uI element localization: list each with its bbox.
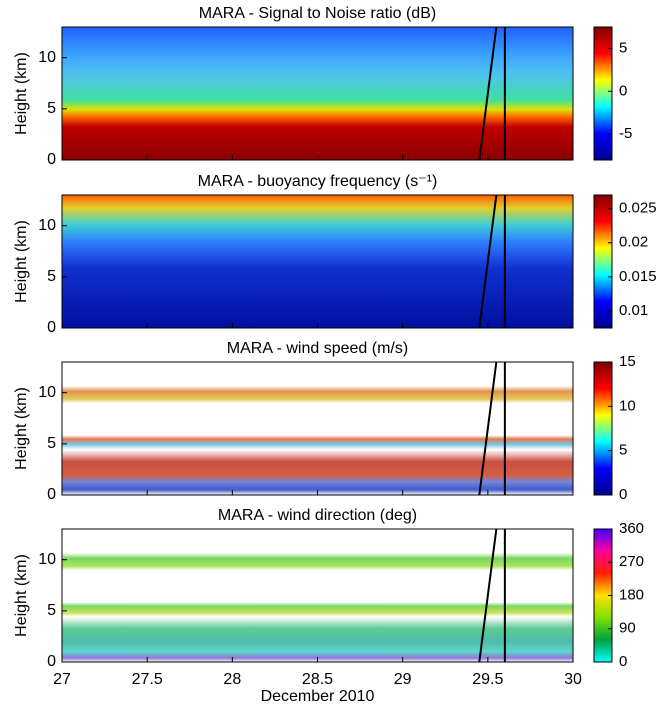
y-tick-label: 10 [38, 49, 56, 66]
colorbar-tick-label: 180 [619, 586, 644, 603]
colorbar-tick-label: 5 [619, 39, 627, 56]
y-tick-label: 0 [47, 653, 56, 670]
heatmap-field [62, 362, 573, 495]
colorbar-tick-label: 0.02 [619, 234, 648, 251]
colorbar-tick-label: 15 [619, 353, 636, 370]
y-tick-label: 0 [47, 151, 56, 168]
y-tick-label: 5 [47, 435, 56, 452]
heatmap-field [62, 529, 573, 662]
x-tick-label: 29 [394, 671, 412, 688]
x-tick-label: 28.5 [302, 671, 333, 688]
y-tick-label: 5 [47, 100, 56, 117]
y-tick-label: 10 [38, 551, 56, 568]
colorbar-tick-label: 0.01 [619, 302, 648, 319]
x-axis-label: December 2010 [261, 688, 375, 705]
x-tick-label: 30 [564, 671, 582, 688]
y-tick-label: 10 [38, 384, 56, 401]
colorbar-tick-label: 0 [619, 486, 627, 503]
colorbar-tick-label: 270 [619, 553, 644, 570]
y-tick-label: 0 [47, 319, 56, 336]
colorbar [593, 26, 613, 161]
colorbar-tick-label: 360 [619, 520, 644, 537]
colorbar-tick-label: 0 [619, 653, 627, 670]
trajectory [478, 194, 498, 329]
y-tick-label: 10 [38, 217, 56, 234]
panel-title: MARA - wind speed (m/s) [227, 340, 408, 357]
x-tick-label: 28 [223, 671, 241, 688]
colorbar [593, 361, 613, 496]
panel-title: MARA - buoyancy frequency (s⁻¹) [198, 173, 438, 190]
x-tick-label: 27 [53, 671, 71, 688]
trajectory [478, 26, 498, 161]
colorbar-tick-label: 10 [619, 397, 636, 414]
colorbar-tick-label: 90 [619, 620, 636, 637]
colorbar-tick-label: -5 [619, 125, 632, 142]
trajectory [478, 528, 498, 663]
heatmap-field [62, 195, 573, 328]
colorbar-tick-label: 0.015 [619, 268, 657, 285]
y-axis-label: Height (km) [13, 220, 30, 303]
panel-title: MARA - Signal to Noise ratio (dB) [199, 5, 436, 22]
y-axis-label: Height (km) [13, 52, 30, 135]
x-tick-label: 27.5 [132, 671, 163, 688]
y-tick-label: 0 [47, 486, 56, 503]
heatmap-field [62, 27, 573, 160]
y-axis-label: Height (km) [13, 387, 30, 470]
panel-title: MARA - wind direction (deg) [218, 507, 417, 524]
colorbar-tick-label: 0.025 [619, 200, 657, 217]
y-tick-label: 5 [47, 602, 56, 619]
y-tick-label: 5 [47, 268, 56, 285]
y-axis-label: Height (km) [13, 554, 30, 637]
x-tick-label: 29.5 [472, 671, 503, 688]
colorbar-tick-label: 5 [619, 442, 627, 459]
colorbar [593, 194, 613, 329]
colorbar-tick-label: 0 [619, 82, 627, 99]
trajectory [478, 361, 498, 496]
